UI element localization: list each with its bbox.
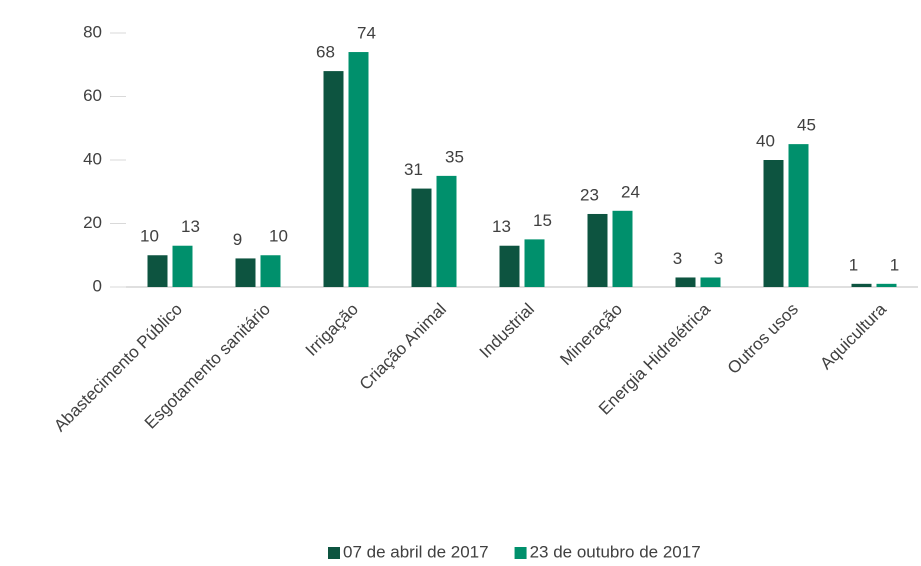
- value-label: 10: [269, 227, 288, 246]
- value-label: 24: [621, 182, 640, 201]
- bar: [436, 175, 457, 287]
- bar: [147, 255, 168, 287]
- value-label: 45: [797, 116, 816, 135]
- bar: [499, 245, 520, 287]
- value-label: 74: [357, 24, 376, 43]
- legend-label: 23 de outubro de 2017: [530, 542, 701, 561]
- legend-label: 07 de abril de 2017: [343, 542, 489, 561]
- value-label: 40: [756, 131, 775, 150]
- legend-swatch: [514, 547, 527, 559]
- bar: [675, 277, 696, 287]
- bar: [524, 239, 545, 287]
- value-label: 15: [533, 211, 552, 230]
- x-tick-label: Mineração: [556, 300, 626, 370]
- x-tick-label: Outros usos: [724, 300, 802, 378]
- value-label: 35: [445, 147, 464, 166]
- x-tick-label: Criação Animal: [356, 300, 450, 394]
- bar: [172, 245, 193, 287]
- value-label: 9: [233, 230, 242, 249]
- x-tick-label: Aquicultura: [816, 299, 890, 373]
- value-label: 23: [580, 185, 599, 204]
- bar: [876, 283, 897, 287]
- value-label: 1: [890, 255, 899, 274]
- value-label: 68: [316, 43, 335, 62]
- value-label: 3: [714, 249, 723, 268]
- bar: [235, 258, 256, 287]
- bar: [260, 255, 281, 287]
- bar: [411, 188, 432, 287]
- value-label: 1: [849, 255, 858, 274]
- legend-swatch: [328, 547, 340, 559]
- value-label: 3: [673, 249, 682, 268]
- y-tick-label: 40: [83, 149, 102, 168]
- value-label: 13: [181, 217, 200, 236]
- bar: [323, 71, 344, 287]
- y-tick-label: 20: [83, 213, 102, 232]
- bar: [851, 283, 872, 287]
- y-tick-label: 60: [83, 86, 102, 105]
- value-label: 13: [492, 217, 511, 236]
- y-tick-label: 0: [93, 276, 102, 295]
- bar: [700, 277, 721, 287]
- bar: [612, 210, 633, 287]
- bar: [348, 52, 369, 287]
- bar: [763, 160, 784, 287]
- x-tick-label: Industrial: [476, 300, 538, 362]
- bar: [587, 213, 608, 287]
- value-label: 31: [404, 160, 423, 179]
- y-tick-label: 80: [83, 22, 102, 41]
- value-label: 10: [140, 227, 159, 246]
- bar: [788, 144, 809, 287]
- x-tick-label: Irrigação: [302, 300, 362, 360]
